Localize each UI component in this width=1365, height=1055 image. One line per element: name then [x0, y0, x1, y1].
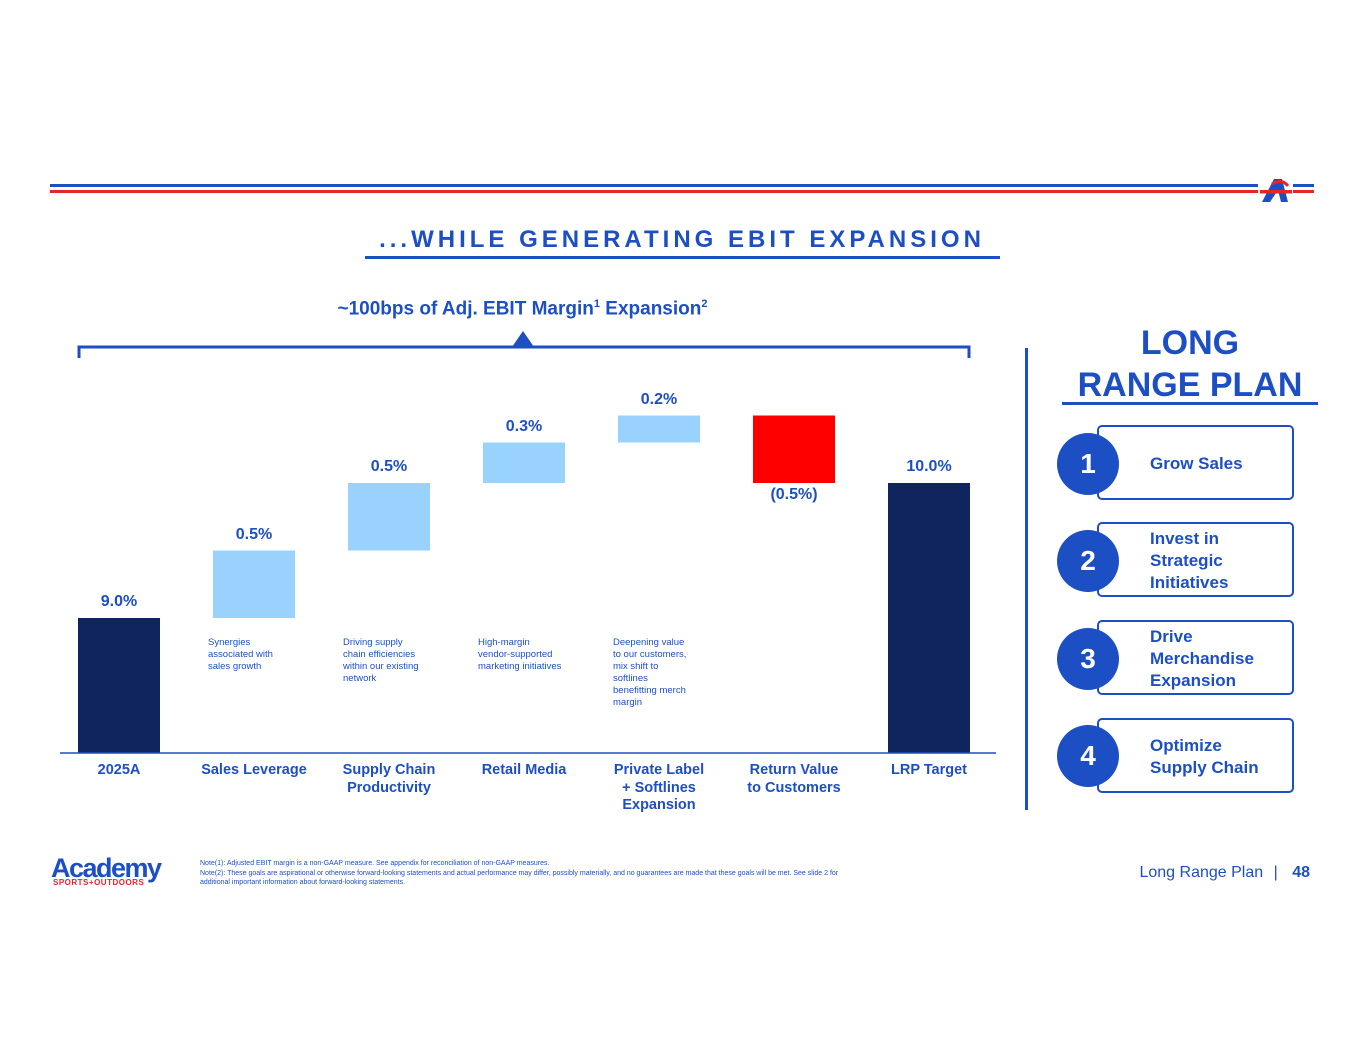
category-label-line: LRP Target — [890, 762, 967, 778]
bracket-text2: Expansion — [600, 298, 702, 320]
category-label: LRP Target — [864, 762, 994, 780]
bar-1 — [213, 550, 295, 618]
category-label-line: Supply Chain — [342, 762, 436, 778]
category-label-line: Retail Media — [481, 762, 567, 778]
category-label: Private Label + Softlines Expansion — [594, 762, 724, 815]
bracket-sup1: 1 — [593, 298, 600, 310]
pillar-label: Invest in Strategic Initiatives — [1150, 529, 1229, 592]
category-label: Sales Leverage — [189, 762, 319, 780]
footer-section: Long Range Plan — [1139, 864, 1264, 881]
value-label: (0.5%) — [770, 486, 818, 503]
pillar-label: Optimize Supply Chain — [1150, 736, 1259, 777]
lrp-underline — [1062, 402, 1318, 405]
pillar-box — [1097, 522, 1294, 597]
category-label-line: Productivity — [347, 779, 431, 796]
value-label: 0.5% — [370, 458, 408, 475]
header-stripe-red — [50, 190, 1258, 193]
pillar-label: Grow Sales — [1150, 454, 1243, 473]
category-label-line: Private Label — [613, 762, 705, 778]
category-label-line: to Customers — [747, 779, 841, 796]
value-label: 10.0% — [906, 458, 952, 475]
pillar-number: 1 — [1057, 433, 1119, 495]
value-label: 0.2% — [640, 390, 678, 408]
academy-logo-wordmark: Academy — [51, 853, 162, 883]
bar-5 — [753, 415, 835, 483]
pillar-box — [1097, 620, 1294, 695]
section-divider — [1025, 348, 1028, 810]
lrp-title-line2: RANGE PLAN — [1077, 366, 1303, 404]
footnote-1: Note(1): Adjusted EBIT margin is a non-G… — [200, 860, 550, 867]
bar-4 — [618, 415, 700, 443]
lrp-title-line1: LONG — [1140, 324, 1240, 362]
pillar-number: 4 — [1057, 725, 1119, 787]
pillar-number: 3 — [1057, 628, 1119, 690]
bracket-arrow — [512, 331, 534, 347]
category-label: Supply Chain Productivity — [324, 762, 454, 797]
academy-logo-subtitle: SPORTS+OUTDOORS — [53, 878, 145, 887]
pillar-number: 2 — [1057, 530, 1119, 592]
category-label: 2025A — [54, 762, 184, 780]
bar-6 — [888, 483, 970, 753]
footer: Long Range Plan | 48 — [1100, 864, 1310, 882]
pillar-box — [1097, 718, 1294, 793]
value-label: 0.3% — [505, 417, 543, 435]
category-label-line: Expansion — [622, 797, 696, 813]
pillar-label: Drive Merchandise Expansion — [1150, 627, 1254, 690]
page-number: 48 — [1292, 864, 1310, 881]
footnotes: Note(1): Adjusted EBIT margin is a non-G… — [200, 859, 850, 888]
academy-a-logo-icon — [1260, 179, 1292, 202]
value-label: 9.0% — [100, 593, 138, 610]
footer-separator: | — [1273, 864, 1278, 881]
category-label-line: Sales Leverage — [201, 762, 307, 778]
expansion-bracket — [77, 345, 971, 358]
bar-description: Driving supply chain efficiencies within… — [343, 637, 419, 684]
value-label: 0.5% — [235, 525, 273, 543]
header-stripe-red-right — [1293, 190, 1314, 193]
bracket-sup2: 2 — [701, 298, 708, 310]
category-label-line: 2025A — [97, 762, 141, 778]
page-title: ...WHILE GENERATING EBIT EXPANSION — [379, 226, 985, 253]
header-stripe-blue-right — [1293, 184, 1314, 187]
category-label: Return Value to Customers — [729, 762, 859, 797]
header-stripe-blue — [50, 184, 1258, 187]
bracket-text: ~100bps of Adj. EBIT Margin — [337, 298, 594, 320]
pillar-box — [1097, 425, 1294, 500]
bar-3 — [483, 442, 565, 483]
category-label: Retail Media — [459, 762, 589, 780]
title-underline — [365, 256, 1000, 259]
bar-0 — [78, 618, 160, 753]
bar-description: Deepening value to our customers, mix sh… — [613, 637, 687, 708]
category-label-line: Return Value — [749, 762, 839, 778]
category-label-line: + Softlines — [622, 779, 696, 796]
bar-description: Synergies associated with sales growth — [208, 637, 273, 672]
bar-2 — [348, 483, 430, 551]
footnote-2: Note(2): These goals are aspirational or… — [200, 869, 839, 887]
long-range-plan-title: LONG RANGE PLAN — [1062, 322, 1318, 406]
bracket-label: ~100bps of Adj. EBIT Margin1 Expansion2 — [250, 298, 795, 320]
bar-description: High-margin vendor-supported marketing i… — [478, 637, 562, 672]
